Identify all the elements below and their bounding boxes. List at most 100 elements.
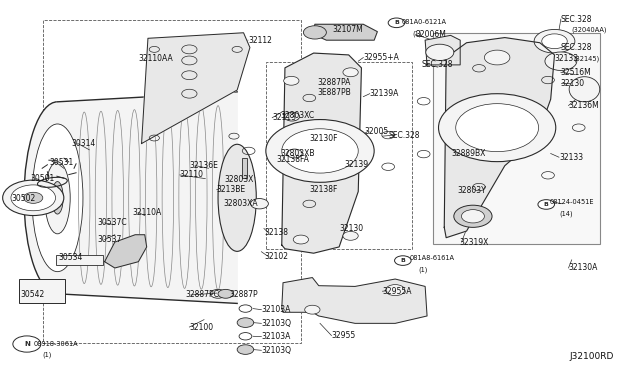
Circle shape [250,199,268,209]
Text: 30501: 30501 [30,174,54,183]
Circle shape [343,68,358,77]
Text: 32889BX: 32889BX [451,149,486,158]
Text: 32138F: 32138F [310,185,338,194]
Polygon shape [444,38,554,238]
Circle shape [394,256,411,265]
Text: 32138: 32138 [264,228,288,237]
Text: 32139: 32139 [344,160,369,169]
Bar [266,62,412,249]
Circle shape [11,185,56,211]
Text: 32130: 32130 [561,79,585,88]
Circle shape [343,231,358,240]
Text: 32130F: 32130F [310,134,339,143]
Text: 081A0-6121A: 081A0-6121A [401,19,447,25]
Text: SEC.328: SEC.328 [561,43,593,52]
Text: 30537: 30537 [97,235,122,244]
Text: 08918-3061A: 08918-3061A [33,341,78,347]
Text: 32110: 32110 [180,170,204,179]
Ellipse shape [218,144,256,251]
Circle shape [13,336,41,352]
Text: SEC.328: SEC.328 [561,15,593,23]
Text: 32133: 32133 [559,153,583,162]
Polygon shape [141,33,250,144]
Circle shape [461,210,484,223]
Text: 32107M: 32107M [333,25,364,33]
Text: 32887P: 32887P [230,291,258,299]
Text: 32803XC: 32803XC [280,111,315,121]
Text: 32110A: 32110A [132,208,161,217]
Text: N: N [24,341,30,347]
Text: 32113: 32113 [272,113,296,122]
Text: B: B [544,202,548,207]
Polygon shape [58,92,237,304]
Text: 32955A: 32955A [383,287,412,296]
Circle shape [386,285,404,296]
Text: 32006M: 32006M [415,30,447,39]
Text: J32100RD: J32100RD [570,352,614,361]
Text: 30537C: 30537C [97,218,127,227]
Circle shape [266,119,374,182]
Text: 30531: 30531 [49,157,74,167]
Polygon shape [425,35,460,65]
Text: 32100: 32100 [189,323,214,331]
Text: 32516M: 32516M [561,68,591,77]
Text: 32103Q: 32103Q [261,319,291,328]
Ellipse shape [569,77,600,102]
Text: 081A8-6161A: 081A8-6161A [409,255,454,261]
Text: 32102: 32102 [264,251,288,261]
Circle shape [426,44,454,61]
Circle shape [284,112,300,121]
Text: 32803XA: 32803XA [223,199,258,208]
Text: 32103A: 32103A [261,332,291,341]
Polygon shape [282,278,427,323]
Circle shape [24,192,43,203]
Ellipse shape [32,124,83,272]
Bar [243,158,247,178]
Text: (32040AA): (32040AA) [572,27,607,33]
Text: (1): (1) [419,267,428,273]
Ellipse shape [45,162,70,234]
Text: 32138FA: 32138FA [276,155,310,164]
Circle shape [293,235,308,244]
Circle shape [454,205,492,227]
Text: 30534: 30534 [59,253,83,263]
Text: (14): (14) [559,211,573,217]
Ellipse shape [52,182,63,214]
Text: 32136E: 32136E [189,161,218,170]
Circle shape [456,104,539,152]
Circle shape [284,76,299,85]
Polygon shape [104,235,147,268]
Text: SEC.328: SEC.328 [389,131,420,140]
Text: 30314: 30314 [72,139,96,148]
Circle shape [534,29,575,53]
Text: 32887PA: 32887PA [317,78,351,87]
Bar [56,255,103,265]
Text: 3E887PB: 3E887PB [317,89,351,97]
Circle shape [545,52,577,70]
Text: SEC.328: SEC.328 [422,60,454,70]
Text: (1): (1) [43,352,52,358]
Text: 30542: 30542 [20,291,45,299]
Circle shape [237,345,253,355]
Circle shape [484,50,510,65]
Text: B: B [394,20,399,25]
Circle shape [237,318,253,327]
Text: 32887PC: 32887PC [185,291,219,299]
Text: 08124-0451E: 08124-0451E [549,199,594,205]
Text: 32955: 32955 [332,331,356,340]
Text: B: B [401,258,405,263]
Text: 32319X: 32319X [459,238,488,247]
Circle shape [541,34,567,49]
Circle shape [3,180,64,215]
Polygon shape [282,53,362,253]
Text: 32112: 32112 [248,36,272,45]
Text: 32103Q: 32103Q [261,346,291,355]
Polygon shape [312,24,378,40]
Text: 32130: 32130 [339,224,364,233]
Text: 3213BE: 3213BE [217,185,246,194]
Text: 32130A: 32130A [568,263,598,272]
Circle shape [282,129,358,173]
Circle shape [287,149,302,158]
Circle shape [305,305,320,314]
Text: 32803Y: 32803Y [458,186,486,195]
